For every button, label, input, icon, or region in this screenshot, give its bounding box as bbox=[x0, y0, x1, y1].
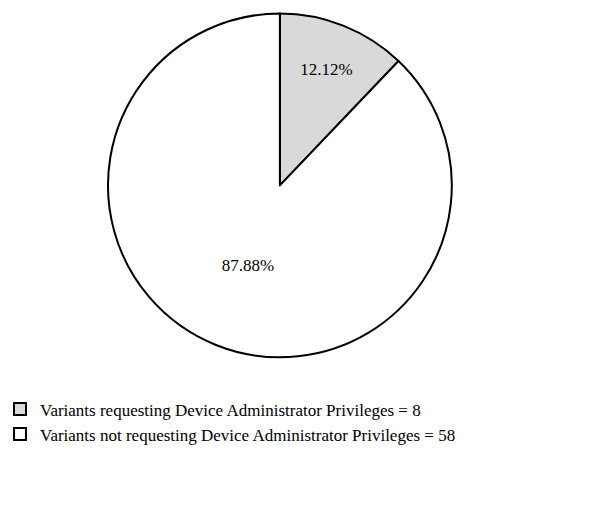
svg-text:87.88%: 87.88% bbox=[222, 256, 274, 275]
svg-text:12.12%: 12.12% bbox=[300, 60, 352, 79]
svg-text:Variants not requesting Device: Variants not requesting Device Administr… bbox=[40, 426, 455, 445]
svg-text:Variants requesting Device Adm: Variants requesting Device Administrator… bbox=[40, 401, 421, 420]
